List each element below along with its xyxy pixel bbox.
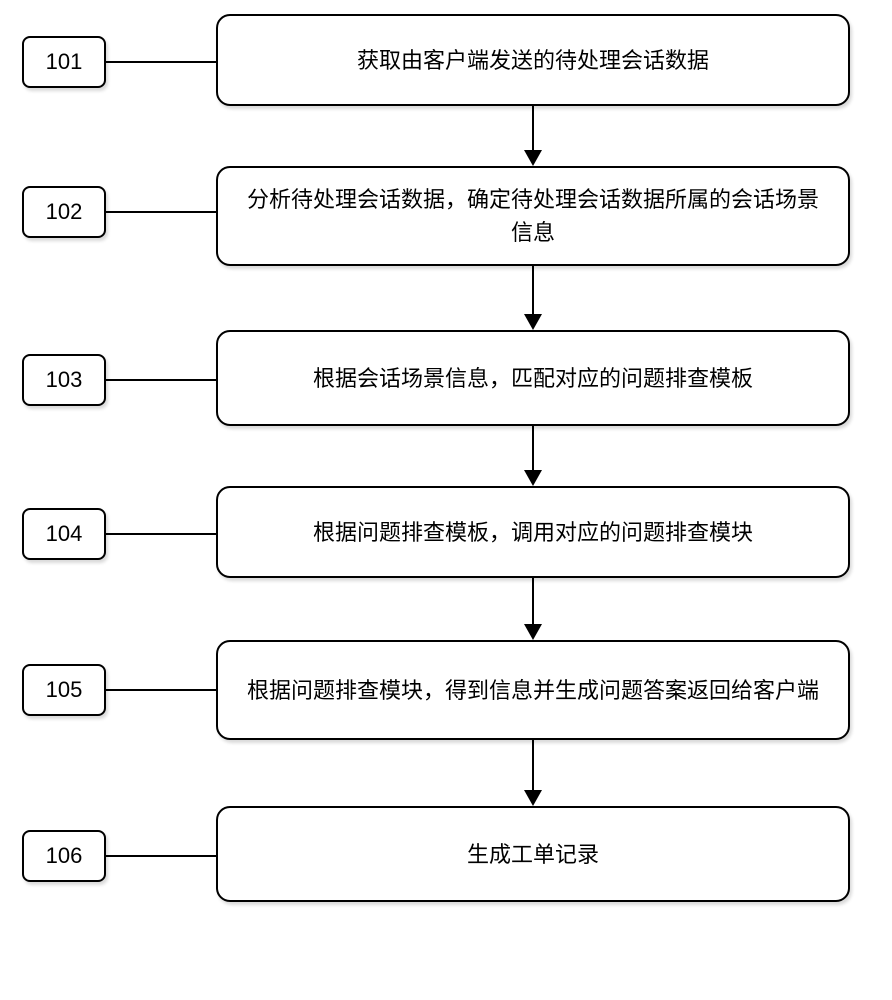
label-text: 106: [46, 843, 83, 869]
label-101: 101: [22, 36, 106, 88]
label-104: 104: [22, 508, 106, 560]
connector-106: [106, 855, 216, 857]
step-text: 根据问题排查模块，得到信息并生成问题答案返回给客户端: [247, 674, 819, 707]
connector-101: [106, 61, 216, 63]
label-106: 106: [22, 830, 106, 882]
connector-103: [106, 379, 216, 381]
arrow-line-5: [532, 740, 534, 790]
step-text: 根据问题排查模板，调用对应的问题排查模块: [313, 516, 753, 549]
connector-104: [106, 533, 216, 535]
arrow-line-4: [532, 578, 534, 624]
step-1: 获取由客户端发送的待处理会话数据: [216, 14, 850, 106]
arrow-line-1: [532, 106, 534, 150]
step-2: 分析待处理会话数据，确定待处理会话数据所属的会话场景信息: [216, 166, 850, 266]
arrow-line-2: [532, 266, 534, 314]
step-5: 根据问题排查模块，得到信息并生成问题答案返回给客户端: [216, 640, 850, 740]
arrow-head-5-icon: [524, 790, 542, 806]
connector-102: [106, 211, 216, 213]
step-3: 根据会话场景信息，匹配对应的问题排查模板: [216, 330, 850, 426]
label-text: 103: [46, 367, 83, 393]
step-4: 根据问题排查模板，调用对应的问题排查模块: [216, 486, 850, 578]
step-text: 分析待处理会话数据，确定待处理会话数据所属的会话场景信息: [238, 183, 828, 249]
arrow-line-3: [532, 426, 534, 470]
label-103: 103: [22, 354, 106, 406]
label-text: 105: [46, 677, 83, 703]
step-6: 生成工单记录: [216, 806, 850, 902]
label-text: 101: [46, 49, 83, 75]
arrow-head-3-icon: [524, 470, 542, 486]
label-text: 104: [46, 521, 83, 547]
label-102: 102: [22, 186, 106, 238]
arrow-head-4-icon: [524, 624, 542, 640]
connector-105: [106, 689, 216, 691]
step-text: 获取由客户端发送的待处理会话数据: [357, 44, 709, 77]
label-105: 105: [22, 664, 106, 716]
arrow-head-1-icon: [524, 150, 542, 166]
step-text: 根据会话场景信息，匹配对应的问题排查模板: [313, 362, 753, 395]
step-text: 生成工单记录: [467, 838, 599, 871]
arrow-head-2-icon: [524, 314, 542, 330]
label-text: 102: [46, 199, 83, 225]
